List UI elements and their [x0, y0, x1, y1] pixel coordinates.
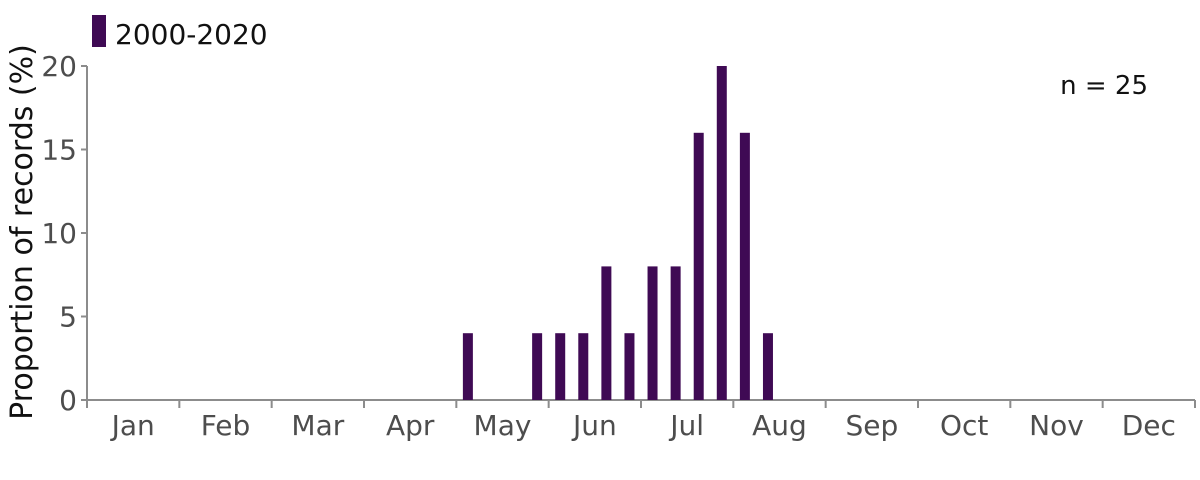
bar — [693, 132, 704, 401]
x-tick-label-nov: Nov — [1029, 409, 1084, 442]
sample-size-annotation: n = 25 — [1060, 71, 1148, 101]
legend-label-2000-2020: 2000-2020 — [115, 18, 268, 51]
y-tick-label: 15 — [41, 134, 77, 167]
bar — [762, 333, 773, 400]
x-tick-label-jun: Jun — [571, 409, 617, 442]
bar — [670, 266, 681, 400]
bar — [601, 266, 612, 400]
x-tick-label-aug: Aug — [752, 409, 807, 442]
bar — [462, 333, 473, 400]
x-tick-label-dec: Dec — [1122, 409, 1176, 442]
y-tick-label: 20 — [41, 50, 77, 83]
x-tick-label-mar: Mar — [291, 409, 344, 442]
bar — [739, 132, 750, 401]
bars — [462, 66, 773, 401]
y-axis-title: Proportion of records (%) — [5, 44, 40, 420]
x-tick-label-oct: Oct — [940, 409, 988, 442]
y-tick-label: 0 — [59, 384, 77, 417]
bar — [716, 66, 727, 400]
y-tick-label: 10 — [41, 217, 77, 250]
x-axis: Jan Feb Mar Apr May Jun Jul Aug Sep Oct Nov Dec — [86, 399, 1196, 442]
bar — [555, 333, 566, 400]
bar — [647, 266, 658, 400]
x-tick-label-jan: Jan — [110, 409, 155, 442]
bar — [624, 333, 635, 400]
x-tick-label-sep: Sep — [845, 409, 898, 442]
x-tick-label-may: May — [474, 409, 532, 442]
x-tick-label-jul: Jul — [668, 409, 704, 442]
y-tick-label: 5 — [59, 301, 77, 334]
x-tick-label-apr: Apr — [386, 409, 435, 442]
bar — [532, 333, 543, 400]
legend: 2000-2020 — [92, 15, 268, 51]
x-tick-label-feb: Feb — [201, 409, 251, 442]
bar — [578, 333, 589, 400]
legend-swatch — [92, 15, 106, 47]
y-axis: 0 5 10 15 20 — [41, 50, 88, 417]
